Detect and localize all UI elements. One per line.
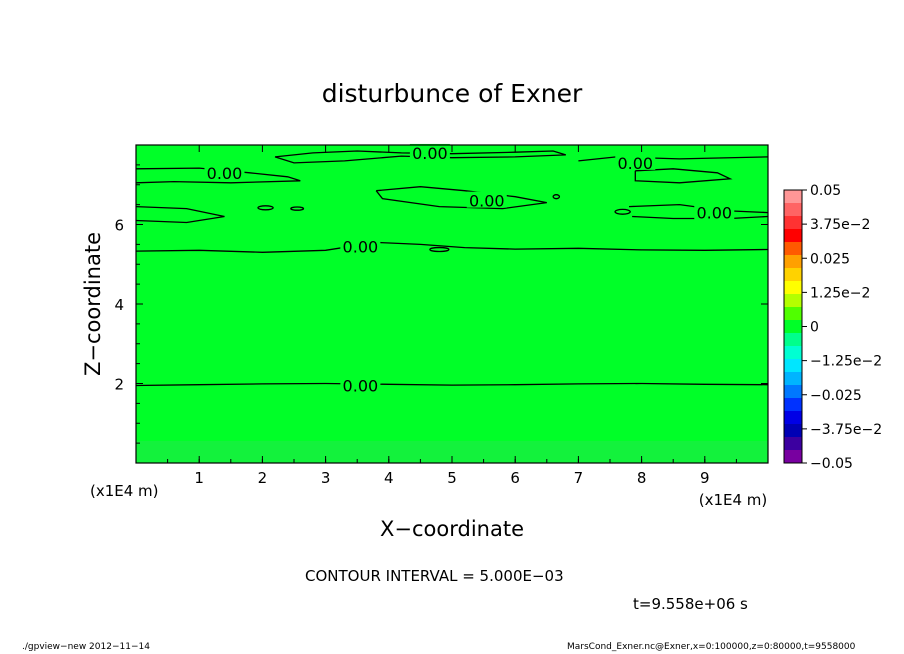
contour-cell-4	[429, 246, 450, 253]
contour-cell-1	[290, 206, 305, 211]
colorbar-label: −1.25e−2	[810, 354, 882, 370]
contour-line-6	[135, 205, 225, 224]
x-tick-label: 6	[510, 469, 520, 487]
colorbar-segment	[784, 424, 802, 438]
colorbar-label: 0	[810, 320, 819, 336]
colorbar-segment	[784, 281, 802, 295]
colorbar-label: 1.25e−2	[810, 285, 870, 301]
contour-label: 0.00	[412, 144, 448, 163]
contour-label-bg	[340, 376, 381, 393]
colorbar-segment	[784, 229, 802, 243]
contour-labels: 0.00 0.00 0.00 0.00 0.00 0.00 0.00	[204, 143, 735, 395]
colorbar-segment	[784, 268, 802, 282]
contour-label: 0.00	[207, 164, 243, 183]
chart-title: disturbunce of Exner	[322, 79, 583, 108]
colorbar-segment	[784, 346, 802, 360]
y-unit-label: (x1E4 m)	[90, 482, 159, 500]
colorbar-segment	[784, 190, 802, 204]
colorbar-label: −0.025	[810, 388, 862, 404]
colorbar-label: 0.025	[810, 251, 850, 267]
contour-label: 0.00	[696, 204, 732, 223]
contour-line-3	[274, 150, 566, 164]
contour-cells	[257, 194, 631, 253]
colorbar-segment	[784, 450, 802, 464]
colorbar-segment	[784, 307, 802, 321]
colorbar-segment	[784, 216, 802, 230]
contour-line-5	[634, 168, 733, 184]
field-fill-bottom	[136, 441, 768, 463]
colorbar-segment	[784, 437, 802, 451]
x-tick-label: 8	[637, 469, 647, 487]
y-tick-label: 2	[114, 376, 124, 394]
colorbar-segment	[784, 385, 802, 399]
colorbar-label: 0.05	[810, 183, 841, 199]
contour-line-1	[135, 241, 769, 253]
contour-interval-note: CONTOUR INTERVAL = 5.000E−03	[305, 567, 564, 585]
colorbar	[783, 189, 803, 464]
contour-cell-2	[614, 208, 631, 215]
colorbar-label: −3.75e−2	[810, 422, 882, 438]
y-tick-label: 4	[114, 296, 124, 314]
x-tick-label: 5	[447, 469, 457, 487]
x-tick-label: 7	[574, 469, 584, 487]
contour-cell-3	[552, 194, 561, 200]
contour-label: 0.00	[469, 192, 505, 211]
contour-cell-0	[257, 205, 274, 211]
colorbar-segment	[784, 411, 802, 425]
plot-area: 0.00 0.00 0.00 0.00 0.00 0.00 0.00	[135, 143, 769, 464]
x-axis-label: X−coordinate	[380, 517, 524, 541]
contour-line-7	[375, 186, 547, 210]
colorbar-label: −0.05	[810, 456, 853, 472]
colorbar-segment	[784, 333, 802, 347]
contour-label: 0.00	[617, 154, 653, 173]
x-tick-label: 1	[194, 469, 204, 487]
x-unit-label: (x1E4 m)	[699, 491, 768, 509]
x-tick-label: 9	[700, 469, 710, 487]
colorbar-segment	[784, 203, 802, 217]
contour-label-bg	[615, 153, 656, 170]
y-tick-label: 6	[114, 217, 124, 235]
colorbar-segment	[784, 398, 802, 412]
x-tick-label: 3	[321, 469, 331, 487]
footer-left: ./gpview−new 2012−11−14	[22, 642, 150, 652]
colorbar-segment	[784, 255, 802, 269]
colorbar-segment	[784, 359, 802, 373]
footer-right: MarsCond_Exner.nc@Exner,x=0:100000,z=0:8…	[567, 642, 856, 652]
colorbar-segment	[784, 320, 802, 334]
y-axis-label: Z−coordinate	[81, 232, 105, 376]
colorbar-segment	[784, 294, 802, 308]
contour-line-0	[135, 382, 769, 387]
colorbar-segment	[784, 372, 802, 386]
x-tick-label: 4	[384, 469, 394, 487]
field-fill	[136, 145, 768, 463]
contour-label-bg	[466, 191, 507, 208]
y-axis-ticks: 2 4 6	[114, 144, 768, 464]
contour-label: 0.00	[343, 376, 379, 395]
x-tick-label: 2	[258, 469, 268, 487]
colorbar-label: 3.75e−2	[810, 217, 870, 233]
contour-label: 0.00	[343, 237, 379, 256]
colorbar-labels: 0.05 3.75e−2 0.025 1.25e−2 0 −1.25e−2 −0.025 −3…	[802, 183, 882, 472]
contour-label-bg	[340, 237, 381, 254]
contour-label-bg	[694, 203, 735, 220]
contour-label-bg	[204, 163, 245, 180]
x-axis-ticks: 1 2 3 4 5 6 7 8 9	[135, 145, 769, 487]
colorbar-segment	[784, 242, 802, 256]
time-stamp: t=9.558e+06 s	[633, 595, 748, 613]
contour-label-bg	[409, 143, 450, 160]
